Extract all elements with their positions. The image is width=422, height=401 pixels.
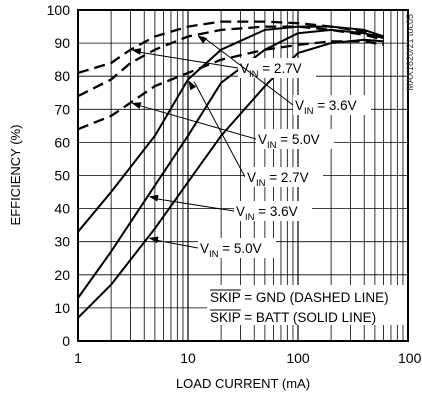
x-tick-label: 1000	[398, 350, 422, 366]
callout-leader	[136, 104, 257, 140]
x-tick-label: 100	[286, 350, 310, 366]
annotation-notes: SKIP = GND (DASHED LINE) SKIP = BATT (SOL…	[207, 285, 407, 325]
x-axis-title: LOAD CURRENT (mA)	[176, 376, 310, 391]
callout-arrowhead	[197, 35, 208, 44]
y-tick-label: 80	[54, 68, 70, 84]
series-layer	[77, 20, 384, 319]
series-label: VIN = 3.6V	[236, 204, 298, 223]
series-label: VIN = 5.0V	[258, 132, 320, 151]
series-label: VIN = 5.0V	[200, 241, 262, 260]
y-axis-title: EFFICIENCY (%)	[8, 125, 23, 226]
annotation-note: SKIP = BATT (SOLID LINE)	[210, 310, 376, 325]
callout-arrowhead	[131, 48, 142, 55]
y-tick-label: 40	[54, 201, 70, 217]
y-tick-label: 100	[47, 2, 71, 18]
callout-leader	[153, 239, 199, 249]
series-label: VIN = 3.6V	[295, 98, 357, 117]
label-background	[238, 58, 316, 78]
x-tick-label: 1	[74, 350, 82, 366]
notes-background	[207, 285, 407, 325]
series-line-dashed	[77, 40, 384, 131]
label-background	[245, 167, 323, 187]
x-tick-label: 10	[180, 350, 196, 366]
y-tick-label: 90	[54, 35, 70, 51]
callout-leader	[193, 81, 246, 178]
plot-frame	[77, 9, 409, 342]
callout-arrowhead	[148, 194, 159, 202]
label-background	[256, 129, 334, 149]
series-label: VIN = 2.7V	[247, 170, 309, 189]
series-line-dashed	[77, 25, 384, 98]
side-label: MAX1820/21 toc05	[405, 14, 415, 91]
annotation-note: SKIP = GND (DASHED LINE)	[210, 290, 389, 305]
y-tick-label: 30	[54, 234, 70, 250]
callout-leader	[202, 36, 294, 106]
callout-leader	[136, 51, 239, 69]
callout-arrowhead	[188, 80, 197, 91]
callout-arrowhead	[148, 236, 159, 244]
y-tick-label: 10	[54, 300, 70, 316]
tick-labels: 01020304050607080901001101001000	[47, 2, 422, 366]
y-tick-label: 0	[62, 333, 70, 349]
callout-arrowhead	[131, 102, 142, 109]
y-tick-label: 50	[54, 168, 70, 184]
y-tick-label: 60	[54, 134, 70, 150]
label-background	[293, 95, 371, 115]
label-background	[234, 201, 312, 221]
y-tick-label: 70	[54, 101, 70, 117]
callout-leader	[153, 197, 235, 212]
label-background	[198, 238, 276, 258]
series-line-solid	[77, 38, 384, 319]
series-line-solid	[77, 25, 384, 233]
series-line-dashed	[77, 20, 384, 75]
y-tick-label: 20	[54, 267, 70, 283]
